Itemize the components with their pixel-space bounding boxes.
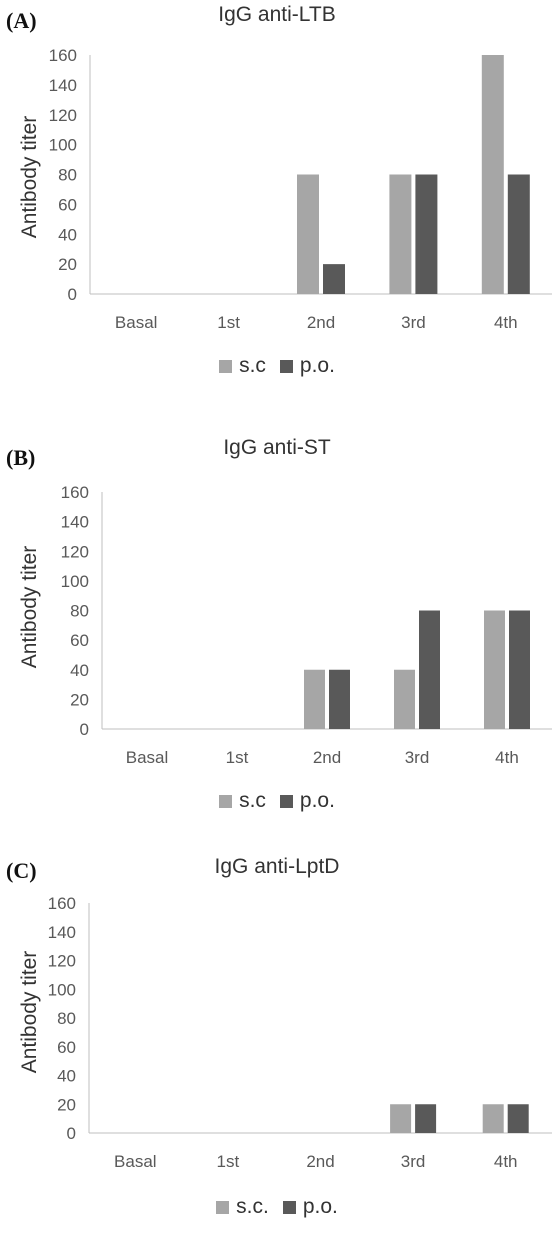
legend-label-sc: s.c — [239, 354, 266, 377]
legend-swatch-po — [282, 1200, 296, 1214]
y-tick-label: 140 — [49, 76, 77, 95]
legend-item-po: p.o. — [279, 789, 335, 813]
y-tick-label: 80 — [57, 1009, 76, 1028]
bar-po — [415, 1104, 437, 1133]
x-tick-label: 4th — [495, 748, 519, 767]
legend-item-sc: s.c. — [216, 1195, 269, 1219]
bar-po — [329, 669, 350, 729]
x-tick-label: 3rd — [405, 748, 430, 767]
y-tick-label: 0 — [68, 285, 77, 304]
panel-letter: (A) — [6, 8, 37, 33]
x-tick-label: 3rd — [401, 1152, 426, 1171]
chart-title: IgG anti-ST — [223, 436, 331, 459]
y-tick-label: 120 — [48, 952, 76, 971]
y-tick-label: 0 — [80, 720, 89, 739]
y-tick-label: 140 — [48, 923, 76, 942]
panel-letter: (C) — [6, 858, 37, 883]
x-tick-label: 1st — [217, 313, 240, 332]
legend-label-po: p.o. — [302, 1195, 338, 1218]
panel-letter: (B) — [6, 445, 36, 470]
bar-sc — [394, 669, 415, 729]
x-tick-label: 3rd — [401, 313, 426, 332]
x-tick-label: Basal — [126, 748, 169, 767]
bar-po — [323, 264, 345, 294]
legend: s.c p.o. — [0, 789, 554, 813]
y-tick-label: 60 — [57, 1038, 76, 1057]
legend-item-sc: s.c — [219, 789, 266, 813]
y-tick-label: 40 — [57, 1067, 76, 1086]
bar-sc — [484, 610, 505, 729]
bar-sc — [304, 669, 325, 729]
legend-label-po: p.o. — [299, 354, 335, 377]
x-tick-label: 2nd — [306, 1152, 334, 1171]
y-tick-label: 160 — [61, 483, 89, 502]
y-tick-label: 100 — [61, 572, 89, 591]
legend-item-po: p.o. — [279, 354, 335, 378]
bar-sc — [482, 1104, 504, 1133]
legend-swatch-sc — [219, 359, 233, 373]
legend-item-po: p.o. — [282, 1195, 338, 1219]
bar-po — [415, 174, 438, 294]
bar-po — [509, 610, 530, 729]
bar-sc — [297, 174, 319, 294]
legend-swatch-po — [279, 359, 293, 373]
legend-swatch-sc — [216, 1200, 230, 1214]
x-tick-label: 2nd — [307, 313, 335, 332]
legend-item-sc: s.c — [219, 354, 266, 378]
y-tick-label: 40 — [58, 225, 77, 244]
y-tick-label: 60 — [58, 195, 77, 214]
chart-title: IgG anti-LptD — [214, 855, 340, 878]
y-tick-label: 140 — [61, 513, 89, 532]
x-tick-label: 2nd — [313, 748, 341, 767]
bar-sc — [390, 1104, 412, 1133]
legend-label-po: p.o. — [299, 789, 335, 812]
bar-sc — [389, 174, 412, 294]
bar-po — [507, 1104, 529, 1133]
bar-sc — [481, 55, 504, 294]
bar-po — [507, 174, 530, 294]
x-tick-label: Basal — [115, 313, 158, 332]
legend-label-sc: s.c. — [236, 1195, 269, 1218]
legend: s.c p.o. — [0, 354, 554, 378]
y-tick-label: 20 — [58, 255, 77, 274]
bar-chart-plot: 0 20 40 60 80 100 120 140 160 Basal 1st 2nd 3rd 4th — [61, 483, 552, 767]
legend-label-sc: s.c — [239, 789, 266, 812]
y-tick-label: 120 — [49, 106, 77, 125]
y-tick-label: 0 — [67, 1124, 76, 1143]
y-tick-label: 40 — [70, 661, 89, 680]
y-tick-label: 20 — [70, 690, 89, 709]
y-tick-label: 20 — [57, 1095, 76, 1114]
y-tick-label: 160 — [48, 894, 76, 913]
y-tick-label: 100 — [49, 136, 77, 155]
x-tick-label: 1st — [226, 748, 249, 767]
y-tick-label: 80 — [70, 602, 89, 621]
x-tick-label: 1st — [217, 1152, 240, 1171]
chart-panel-a: (A) IgG anti-LTB Antibody titer 0 20 40 60 8… — [0, 0, 554, 405]
legend-swatch-po — [279, 794, 293, 808]
x-tick-label: 4th — [494, 1152, 518, 1171]
legend-swatch-sc — [219, 794, 233, 808]
bar-chart-plot: 0 20 40 60 80 100 120 140 160 Basal 1st 2nd 3rd 4th — [49, 46, 552, 332]
x-tick-label: Basal — [114, 1152, 157, 1171]
y-tick-label: 60 — [70, 631, 89, 650]
x-tick-label: 4th — [494, 313, 518, 332]
chart-panel-b: (B) IgG anti-ST Antibody titer 0 20 40 60 80… — [0, 435, 554, 835]
bar-po — [419, 610, 440, 729]
y-tick-label: 120 — [61, 542, 89, 561]
chart-title: IgG anti-LTB — [218, 3, 336, 26]
legend: s.c. p.o. — [0, 1195, 554, 1219]
y-tick-label: 160 — [49, 46, 77, 65]
y-tick-label: 100 — [48, 980, 76, 999]
chart-panel-c: (C) IgG anti-LptD Antibody titer 0 20 40 60… — [0, 850, 554, 1233]
bar-chart-plot: 0 20 40 60 80 100 120 140 160 Basal 1st 2nd 3rd 4th — [48, 894, 552, 1171]
y-tick-label: 80 — [58, 166, 77, 185]
